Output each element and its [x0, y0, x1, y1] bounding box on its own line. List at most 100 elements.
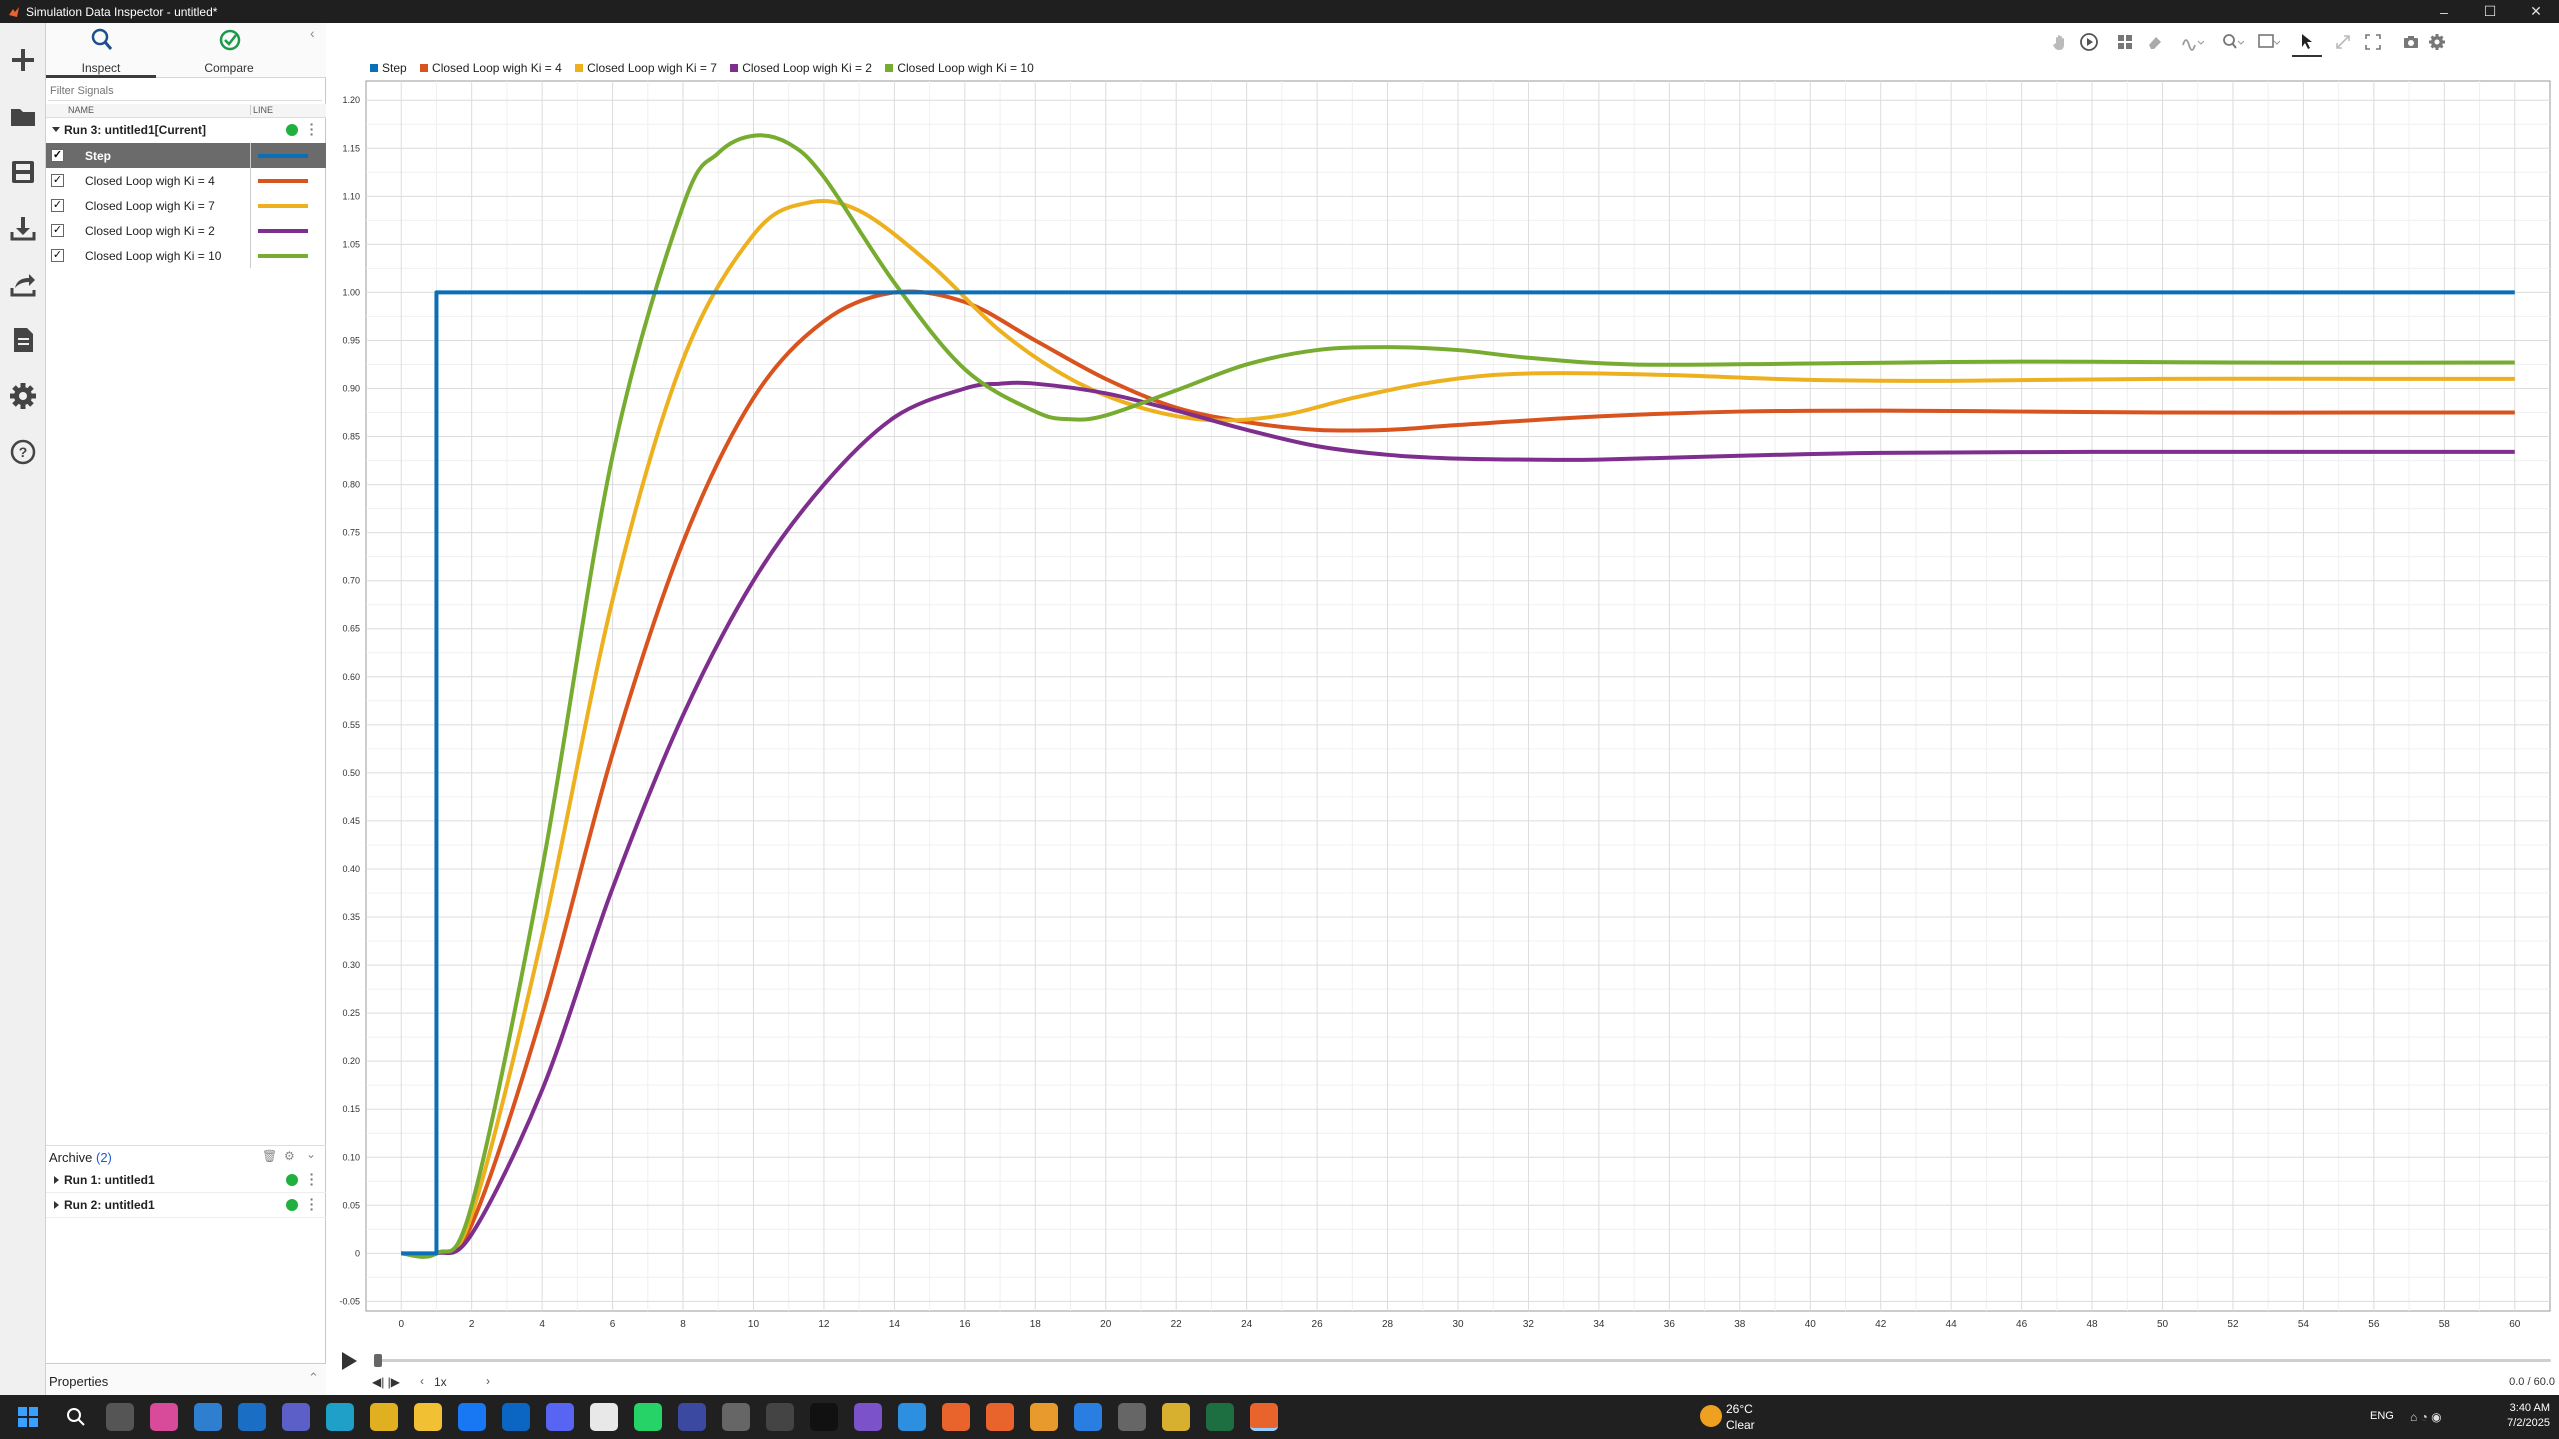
- collapse-view-icon[interactable]: [2328, 27, 2358, 57]
- search-icon[interactable]: [62, 1403, 90, 1431]
- archive-header[interactable]: Archive (2): [49, 1150, 112, 1165]
- trash-icon[interactable]: 🗑: [262, 1149, 278, 1163]
- run-menu-icon[interactable]: · · ·: [309, 1166, 315, 1192]
- vscode-icon[interactable]: [898, 1403, 926, 1431]
- report-icon[interactable]: [4, 321, 42, 359]
- legend-entry-step[interactable]: Step: [370, 61, 407, 75]
- snapshot-camera-icon[interactable]: [2396, 27, 2426, 57]
- expand-caret-icon[interactable]: [54, 1176, 59, 1184]
- properties-section[interactable]: Properties ⌃: [46, 1363, 326, 1395]
- filter-signals-input[interactable]: [48, 81, 322, 101]
- teams-icon[interactable]: [282, 1403, 310, 1431]
- app-diamond-icon[interactable]: [1162, 1403, 1190, 1431]
- layout-grid-icon[interactable]: [2110, 27, 2140, 57]
- language-indicator[interactable]: ENG: [2370, 1410, 2394, 1422]
- excel-icon[interactable]: [1206, 1403, 1234, 1431]
- play-replay-icon[interactable]: [2074, 27, 2104, 57]
- signal-checkbox[interactable]: ✓: [51, 249, 64, 262]
- line-style-swatch[interactable]: [258, 204, 308, 208]
- signal-row-step[interactable]: ✓ Step: [46, 143, 326, 168]
- app-x-icon[interactable]: [678, 1403, 706, 1431]
- expand-properties-icon[interactable]: ⌃: [308, 1370, 319, 1385]
- signal-checkbox[interactable]: ✓: [51, 199, 64, 212]
- line-column-header[interactable]: LINE: [250, 105, 273, 115]
- tab-compare[interactable]: Compare: [174, 23, 284, 78]
- step-controls-icon[interactable]: ◀| |▶: [372, 1375, 401, 1389]
- time-slider-thumb[interactable]: [374, 1354, 382, 1367]
- archive-run-row[interactable]: Run 2: untitled1 · · ·: [46, 1191, 326, 1218]
- eraser-icon[interactable]: [2140, 27, 2170, 57]
- speed-increase-icon[interactable]: ›: [486, 1374, 490, 1388]
- task-view-icon[interactable]: [106, 1403, 134, 1431]
- archive-settings-icon[interactable]: ⚙: [284, 1149, 295, 1163]
- legend-entry-ki2[interactable]: Closed Loop wigh Ki = 2: [730, 61, 872, 75]
- signal-checkbox[interactable]: ✓: [51, 224, 64, 237]
- inkscape-icon[interactable]: [722, 1403, 750, 1431]
- matlab-active-icon[interactable]: [1250, 1403, 1278, 1431]
- copilot-icon[interactable]: [150, 1403, 178, 1431]
- legend-entry-ki7[interactable]: Closed Loop wigh Ki = 7: [575, 61, 717, 75]
- pan-hand-icon[interactable]: [2046, 27, 2076, 57]
- fit-to-view-icon[interactable]: [2254, 27, 2284, 57]
- todo-icon[interactable]: [1074, 1403, 1102, 1431]
- signal-row-ki10[interactable]: ✓ Closed Loop wigh Ki = 10: [46, 243, 326, 268]
- cursor-select-icon[interactable]: [2292, 27, 2322, 57]
- discord-icon[interactable]: [546, 1403, 574, 1431]
- speed-decrease-icon[interactable]: ‹: [420, 1374, 424, 1388]
- windows-start-icon[interactable]: [14, 1403, 42, 1431]
- edge-icon[interactable]: [326, 1403, 354, 1431]
- legend-entry-ki10[interactable]: Closed Loop wigh Ki = 10: [885, 61, 1034, 75]
- time-slider-track[interactable]: [376, 1359, 2551, 1362]
- open-folder-icon[interactable]: [4, 97, 42, 135]
- visualization-settings-icon[interactable]: [2422, 27, 2452, 57]
- app-window-icon[interactable]: [766, 1403, 794, 1431]
- fullscreen-icon[interactable]: [2358, 27, 2388, 57]
- maximize-button[interactable]: ☐: [2483, 3, 2497, 19]
- sublime-icon[interactable]: [1030, 1403, 1058, 1431]
- weather-widget[interactable]: 26°C Clear: [1700, 1399, 1780, 1435]
- facebook-icon[interactable]: [458, 1403, 486, 1431]
- expand-caret-icon[interactable]: [52, 127, 60, 132]
- name-column-header[interactable]: NAME: [68, 105, 95, 115]
- archive-collapse-icon[interactable]: ⌄: [306, 1147, 317, 1161]
- minimize-button[interactable]: –: [2440, 3, 2448, 20]
- file-explorer-icon[interactable]: [414, 1403, 442, 1431]
- linkedin-icon[interactable]: [502, 1403, 530, 1431]
- line-style-swatch[interactable]: [258, 154, 308, 158]
- signal-checkbox[interactable]: ✓: [51, 149, 64, 162]
- zoom-icon[interactable]: [2218, 27, 2248, 57]
- help-icon[interactable]: ?: [4, 433, 42, 471]
- export-icon[interactable]: [4, 265, 42, 303]
- run-menu-icon[interactable]: · · ·: [309, 116, 315, 142]
- current-run-row[interactable]: Run 3: untitled1[Current] · · ·: [46, 116, 326, 142]
- close-button[interactable]: ✕: [2530, 3, 2542, 19]
- signal-row-ki4[interactable]: ✓ Closed Loop wigh Ki = 4: [46, 168, 326, 193]
- signal-trace-icon[interactable]: [2178, 27, 2208, 57]
- playback-speed[interactable]: 1x: [434, 1375, 447, 1389]
- signal-row-ki7[interactable]: ✓ Closed Loop wigh Ki = 7: [46, 193, 326, 218]
- run-menu-icon[interactable]: · · ·: [309, 1191, 315, 1217]
- line-style-swatch[interactable]: [258, 179, 308, 183]
- matlab-icon[interactable]: [942, 1403, 970, 1431]
- camera-app-icon[interactable]: [590, 1403, 618, 1431]
- line-chart[interactable]: 0 2 4 6 8 10 12 14 16 18 20 22 24 26 28 30 32 34 36 38 40 42 4…: [326, 23, 2559, 1345]
- collapse-panel-icon[interactable]: ‹: [310, 25, 315, 41]
- tab-inspect[interactable]: Inspect: [46, 23, 156, 78]
- import-icon[interactable]: [4, 209, 42, 247]
- store-icon[interactable]: [194, 1403, 222, 1431]
- expand-caret-icon[interactable]: [54, 1201, 59, 1209]
- signal-row-ki2[interactable]: ✓ Closed Loop wigh Ki = 2: [46, 218, 326, 243]
- signal-checkbox[interactable]: ✓: [51, 174, 64, 187]
- notion-icon[interactable]: [810, 1403, 838, 1431]
- visual-studio-icon[interactable]: [854, 1403, 882, 1431]
- archive-run-row[interactable]: Run 1: untitled1 · · ·: [46, 1166, 326, 1193]
- new-icon[interactable]: [4, 41, 42, 79]
- settings-icon[interactable]: [4, 377, 42, 415]
- chrome-icon[interactable]: [370, 1403, 398, 1431]
- play-icon[interactable]: [342, 1352, 357, 1370]
- line-style-swatch[interactable]: [258, 254, 308, 258]
- matlab-icon-2[interactable]: [986, 1403, 1014, 1431]
- save-icon[interactable]: [4, 153, 42, 191]
- line-style-swatch[interactable]: [258, 229, 308, 233]
- legend-entry-ki4[interactable]: Closed Loop wigh Ki = 4: [420, 61, 562, 75]
